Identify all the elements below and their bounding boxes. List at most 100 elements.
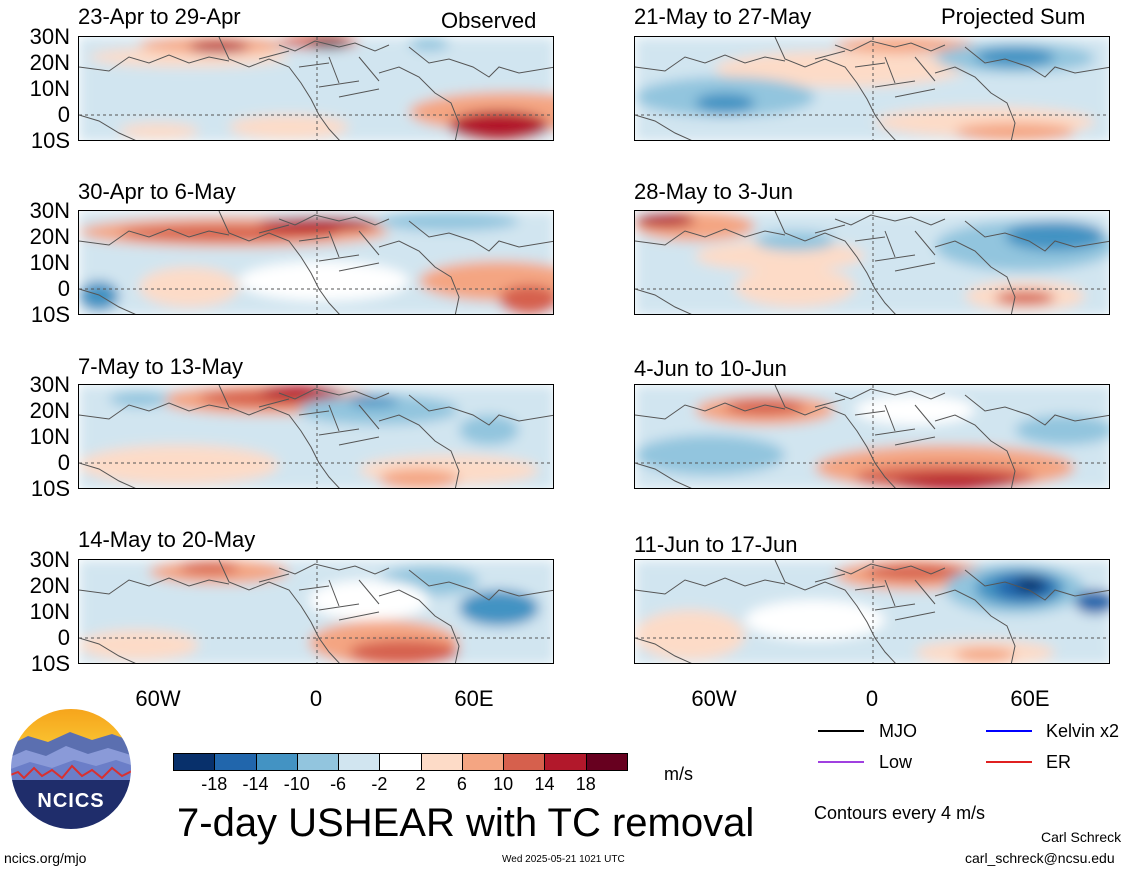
shear-anomaly-blob [1015, 578, 1045, 592]
main-title: 7-day USHEAR with TC removal [177, 801, 755, 845]
coastline [408, 569, 553, 601]
coastline [218, 385, 340, 488]
lat-label-row4-4: 0 [57, 625, 70, 650]
coastline [79, 402, 230, 420]
colorbar-swatch-8 [461, 753, 505, 771]
colorbar-swatch-1 [173, 753, 216, 771]
coastline [774, 385, 896, 488]
shear-anomaly-blob [1005, 221, 1105, 251]
lat-label-row3-1: 30N [29, 372, 70, 397]
legend-low: Low [879, 752, 913, 772]
lat-label-row2-1: 30N [29, 198, 70, 223]
coastline [964, 220, 1109, 252]
shear-anomaly-blob [79, 281, 119, 311]
shear-anomaly-blob [725, 399, 805, 415]
shear-anomaly-blob [755, 231, 835, 251]
colorbar-swatch-3 [255, 753, 298, 771]
coastline [79, 462, 136, 488]
lon-label-60w-right: 60W [691, 686, 737, 711]
lon-label-60w-left: 60W [135, 686, 181, 711]
map-panel-6 [634, 210, 1110, 315]
shear-anomaly-blob [695, 93, 755, 113]
coastline [964, 569, 1109, 601]
shear-anomaly-blob [635, 610, 745, 660]
colorbar-swatch-11 [585, 753, 628, 771]
coastline [635, 114, 692, 140]
lat-label-row2-2: 20N [29, 224, 70, 249]
coastline [258, 573, 380, 621]
coastline [278, 563, 390, 575]
coastline [378, 589, 460, 663]
coastline [218, 560, 340, 663]
colorbar-label-1: -18 [201, 774, 228, 794]
panel-title-1: 23-Apr to 29-Apr [78, 4, 241, 29]
lat-label-row4-5: 10S [30, 651, 70, 676]
coastline [278, 214, 390, 226]
shear-anomaly-blob [119, 123, 199, 139]
coastline [79, 54, 230, 72]
lat-label-row2-3: 10N [29, 250, 70, 275]
coastline [635, 54, 786, 72]
colorbar-label-10: 18 [575, 774, 596, 794]
coastline [79, 577, 230, 595]
colorbar-label-3: -10 [283, 774, 310, 794]
legend-line-low [818, 761, 864, 763]
colorbar-label-2: -14 [242, 774, 269, 794]
panel-title-3: 7-May to 13-May [78, 354, 244, 379]
panel-title-6: 28-May to 3-Jun [634, 179, 793, 204]
shear-anomaly-blob [229, 115, 349, 139]
footer-email: carl_schreck@ncsu.edu [965, 850, 1115, 866]
colorbar-swatch-2 [214, 753, 257, 771]
shear-anomaly-blob [239, 261, 409, 301]
shear-anomaly-blob [735, 267, 855, 307]
coastline [814, 398, 936, 446]
coastline [408, 220, 553, 252]
coastline [964, 46, 1109, 78]
shear-anomaly-blob [139, 267, 239, 307]
panel-title-2: 30-Apr to 6-May [78, 179, 236, 204]
shear-anomaly-blob [635, 435, 785, 475]
logo-text: NCICS [37, 790, 105, 812]
shear-anomaly-blob [459, 590, 539, 626]
lat-label-row4-2: 20N [29, 573, 70, 598]
shear-anomaly-blob [349, 640, 459, 663]
coastline [258, 224, 380, 272]
coastline [79, 288, 136, 314]
coastline [79, 114, 136, 140]
legend-line-mjo [818, 730, 864, 732]
colorbar-swatch-9 [503, 753, 546, 771]
shear-anomaly-blob [1075, 590, 1109, 614]
observed-label: Observed [441, 8, 537, 33]
colorbar-label-4: -6 [330, 774, 347, 794]
coastline [814, 50, 936, 98]
lat-label-row4-1: 30N [29, 547, 70, 572]
lat-label-row3-3: 10N [29, 424, 70, 449]
coastline [834, 388, 946, 400]
lat-label-row3-5: 10S [30, 476, 70, 501]
shear-anomaly-blob [189, 41, 249, 53]
coastline [635, 637, 692, 663]
lat-label-row3-4: 0 [57, 450, 70, 475]
coastline [814, 573, 936, 621]
colorbar-label-8: 10 [493, 774, 514, 794]
lat-label-row1-5: 10S [30, 128, 70, 153]
shear-anomaly-blob [79, 445, 279, 485]
coastline [834, 40, 946, 52]
shear-anomaly-blob [259, 217, 379, 231]
map-panel-8 [634, 559, 1110, 664]
lat-label-row1-2: 20N [29, 50, 70, 75]
footer-author: Carl Schreck [1041, 829, 1122, 845]
shear-anomaly-blob [895, 475, 1015, 488]
lon-label-60e-right: 60E [1010, 686, 1050, 711]
coastline [218, 37, 340, 140]
footer-timestamp: Wed 2025-05-21 1021 UTC [502, 854, 625, 865]
coastline [934, 414, 1016, 488]
colorbar [173, 753, 628, 771]
shear-anomaly-blob [379, 211, 519, 231]
map-panel-7 [634, 384, 1110, 489]
panel-title-5: 21-May to 27-May [634, 4, 812, 29]
coastline [635, 462, 692, 488]
panel-title-4: 14-May to 20-May [78, 527, 256, 552]
ncics-logo: NCICS [8, 706, 134, 832]
shear-anomaly-blob [499, 285, 553, 314]
